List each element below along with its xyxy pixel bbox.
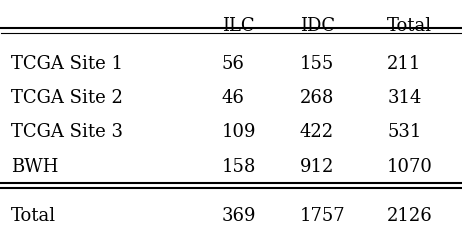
Text: 2126: 2126 xyxy=(387,207,433,224)
Text: Total: Total xyxy=(11,207,56,224)
Text: 1757: 1757 xyxy=(300,207,346,224)
Text: ILC: ILC xyxy=(222,17,255,35)
Text: 109: 109 xyxy=(222,123,256,141)
Text: Total: Total xyxy=(387,17,432,35)
Text: 531: 531 xyxy=(387,123,421,141)
Text: TCGA Site 1: TCGA Site 1 xyxy=(11,54,122,72)
Text: 422: 422 xyxy=(300,123,334,141)
Text: 46: 46 xyxy=(222,89,245,106)
Text: 369: 369 xyxy=(222,207,256,224)
Text: 211: 211 xyxy=(387,54,421,72)
Text: 912: 912 xyxy=(300,157,334,175)
Text: 155: 155 xyxy=(300,54,334,72)
Text: 268: 268 xyxy=(300,89,334,106)
Text: IDC: IDC xyxy=(300,17,335,35)
Text: 314: 314 xyxy=(387,89,421,106)
Text: TCGA Site 2: TCGA Site 2 xyxy=(11,89,122,106)
Text: BWH: BWH xyxy=(11,157,58,175)
Text: 158: 158 xyxy=(222,157,256,175)
Text: 1070: 1070 xyxy=(387,157,433,175)
Text: 56: 56 xyxy=(222,54,245,72)
Text: TCGA Site 3: TCGA Site 3 xyxy=(11,123,122,141)
